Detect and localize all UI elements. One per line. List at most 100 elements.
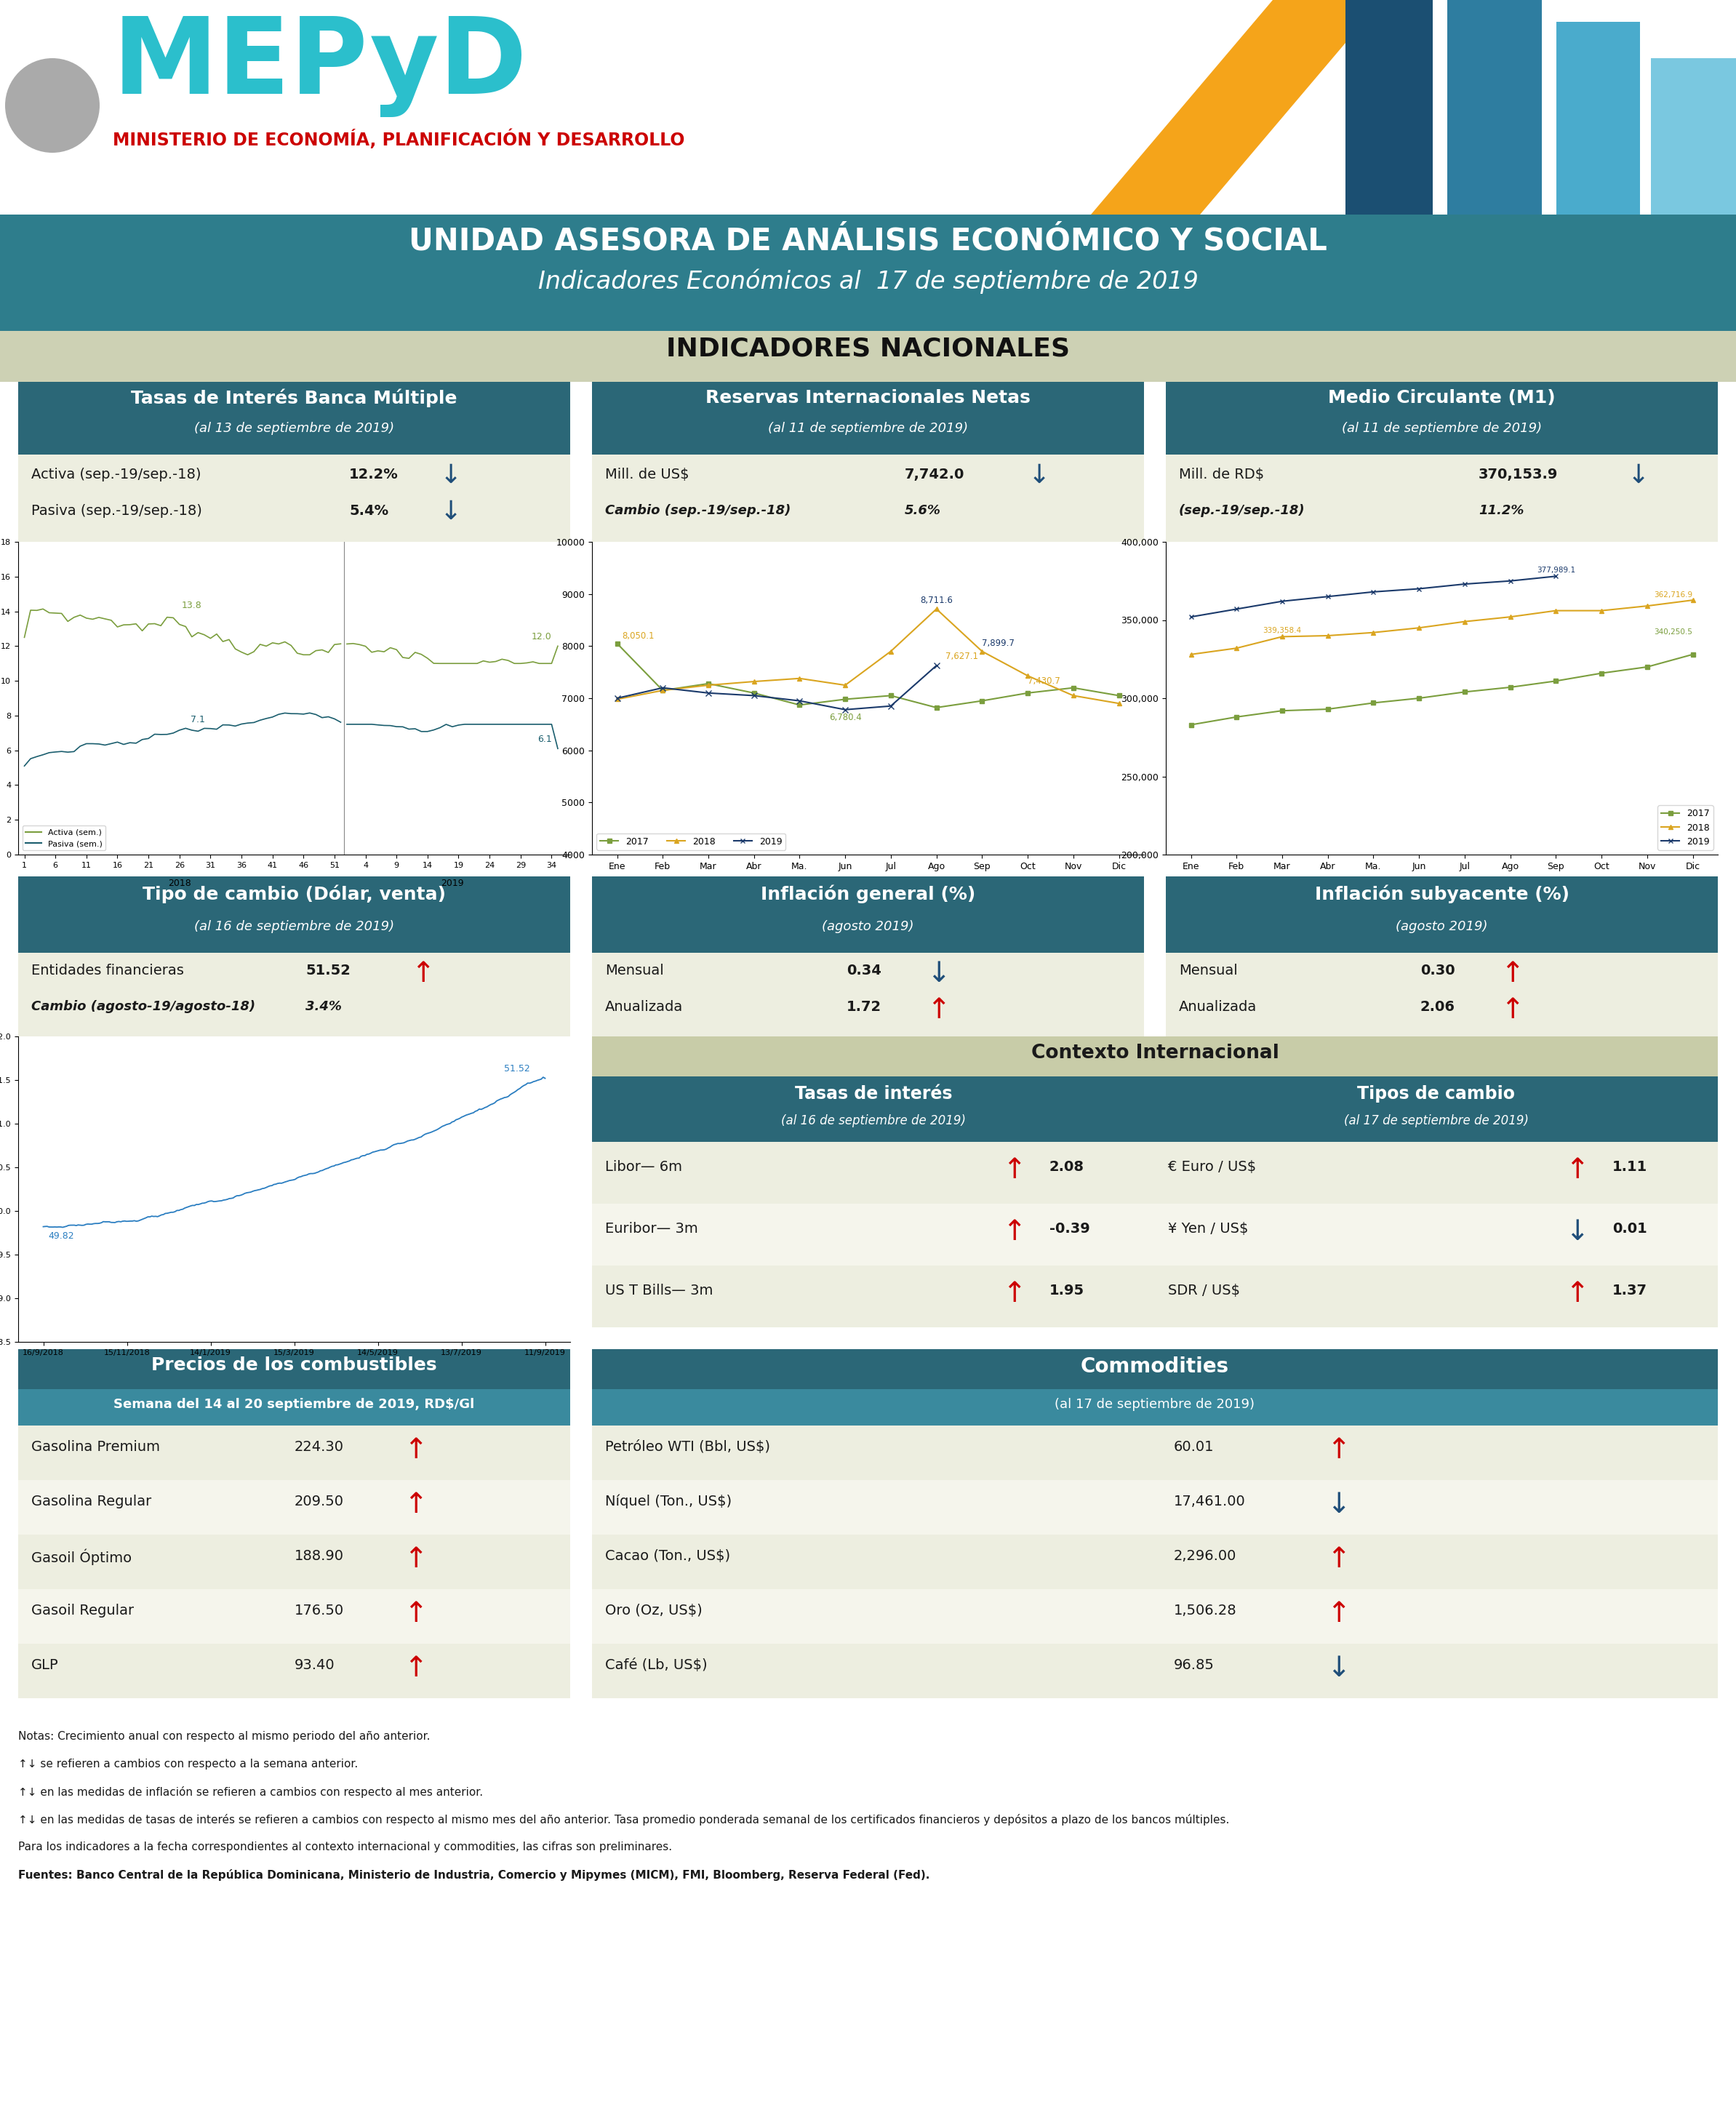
2017	[1637, 654, 1658, 679]
2017	[1318, 696, 1338, 722]
2017	[1226, 705, 1246, 730]
Bar	[1345, 0, 1432, 214]
2019	[1545, 563, 1566, 588]
Text: (al 13 de septiembre de 2019): (al 13 de septiembre de 2019)	[194, 422, 394, 435]
Text: 51.52: 51.52	[306, 964, 351, 977]
Text: Tasas de Interés Banca Múltiple: Tasas de Interés Banca Múltiple	[132, 389, 457, 408]
Text: ↑↓ en las medidas de inflación se refieren a cambios con respecto al mes anterio: ↑↓ en las medidas de inflación se refier…	[17, 1785, 483, 1798]
Text: INDICADORES NACIONALES: INDICADORES NACIONALES	[667, 338, 1069, 361]
Text: Tipo de cambio (Dólar, venta): Tipo de cambio (Dólar, venta)	[142, 885, 446, 904]
2018	[1226, 635, 1246, 660]
2018	[1637, 592, 1658, 618]
Text: US T Bills— 3m: US T Bills— 3m	[606, 1284, 713, 1297]
Text: 362,716.9: 362,716.9	[1654, 592, 1693, 599]
Text: 1.72: 1.72	[847, 1000, 882, 1015]
Text: 96.85: 96.85	[1174, 1658, 1215, 1673]
Text: ↓: ↓	[1326, 1490, 1351, 1518]
Text: 2,296.00: 2,296.00	[1174, 1550, 1236, 1563]
Text: 2.06: 2.06	[1420, 1000, 1455, 1015]
Bar	[17, 1425, 569, 1480]
Bar	[17, 1480, 569, 1535]
2019	[835, 696, 856, 722]
Text: Semana del 14 al 20 septiembre de 2019, RD$/Gl: Semana del 14 al 20 septiembre de 2019, …	[115, 1397, 474, 1412]
Bar	[1167, 454, 1719, 541]
2017	[1592, 660, 1613, 686]
Text: Inflación general (%): Inflación general (%)	[760, 885, 976, 904]
Text: 339,358.4: 339,358.4	[1262, 626, 1302, 635]
Text: ↑↓ en las medidas de tasas de interés se refieren a cambios con respecto al mism: ↑↓ en las medidas de tasas de interés se…	[17, 1813, 1229, 1826]
Text: Mensual: Mensual	[1179, 964, 1238, 977]
Text: 377,989.1: 377,989.1	[1536, 567, 1575, 573]
2019	[1408, 575, 1429, 601]
2017	[1455, 679, 1476, 705]
Text: 1.37: 1.37	[1613, 1284, 1647, 1297]
Bar	[17, 877, 569, 953]
Bar	[592, 1480, 1719, 1535]
Text: 6,780.4: 6,780.4	[828, 713, 861, 722]
2018	[1455, 609, 1476, 635]
Text: Euribor— 3m: Euribor— 3m	[606, 1223, 698, 1236]
Bar	[0, 0, 1736, 214]
Text: 8,711.6: 8,711.6	[920, 597, 953, 605]
Text: 49.82: 49.82	[49, 1231, 75, 1242]
2018	[972, 639, 993, 664]
2019	[1180, 605, 1201, 631]
Text: ↓: ↓	[1028, 463, 1050, 488]
Text: ↑: ↑	[1002, 1219, 1026, 1246]
Text: 209.50: 209.50	[295, 1495, 344, 1509]
Text: ↑: ↑	[1002, 1280, 1026, 1308]
Text: Libor— 6m: Libor— 6m	[606, 1159, 682, 1174]
Bar	[1167, 953, 1719, 1036]
2018	[880, 639, 901, 664]
Text: GLP: GLP	[31, 1658, 59, 1673]
Legend: 2017, 2018, 2019: 2017, 2018, 2019	[1658, 805, 1713, 849]
Text: (al 17 de septiembre de 2019): (al 17 de septiembre de 2019)	[1055, 1397, 1255, 1412]
Bar	[592, 382, 1144, 454]
Text: UNIDAD ASESORA DE ANÁLISIS ECONÓMICO Y SOCIAL: UNIDAD ASESORA DE ANÁLISIS ECONÓMICO Y S…	[408, 225, 1328, 257]
Bar	[17, 454, 569, 541]
Circle shape	[5, 57, 99, 153]
Bar	[592, 877, 1144, 953]
Text: Precios de los combustibles: Precios de los combustibles	[151, 1357, 437, 1374]
Text: 0.01: 0.01	[1613, 1223, 1647, 1236]
Text: 370,153.9: 370,153.9	[1479, 467, 1559, 482]
2018	[1017, 662, 1038, 688]
Bar	[1651, 57, 1736, 214]
Text: ↑: ↑	[927, 996, 950, 1023]
Bar	[592, 1076, 1154, 1142]
Text: ↓: ↓	[1628, 463, 1649, 488]
Bar	[1154, 1265, 1719, 1327]
2018	[1500, 605, 1521, 631]
2017	[606, 631, 627, 656]
Text: Indicadores Económicos al  17 de septiembre de 2019: Indicadores Económicos al 17 de septiemb…	[538, 270, 1198, 295]
2017	[835, 686, 856, 711]
2017	[925, 694, 946, 720]
Text: (al 16 de septiembre de 2019): (al 16 de septiembre de 2019)	[781, 1115, 965, 1127]
Text: 0.34: 0.34	[847, 964, 882, 977]
Line: 2018: 2018	[615, 607, 1121, 707]
Text: Anualizada: Anualizada	[606, 1000, 682, 1015]
2019	[925, 652, 946, 677]
Bar	[592, 1265, 1154, 1327]
Legend: Activa (sem.), Pasiva (sem.): Activa (sem.), Pasiva (sem.)	[23, 826, 106, 851]
2017	[972, 688, 993, 713]
Line: 2018: 2018	[1189, 599, 1694, 656]
Bar	[592, 1643, 1719, 1698]
2018	[698, 673, 719, 698]
Text: ↑: ↑	[1326, 1601, 1351, 1628]
Bar	[17, 1388, 569, 1425]
Text: Fuentes: Banco Central de la República Dominicana, Ministerio de Industria, Come: Fuentes: Banco Central de la República D…	[17, 1868, 930, 1881]
Text: ↑: ↑	[1002, 1157, 1026, 1185]
2018	[1363, 620, 1384, 645]
Text: 60.01: 60.01	[1174, 1439, 1213, 1454]
2017	[743, 679, 764, 705]
Bar	[592, 1204, 1154, 1265]
Text: ↑: ↑	[1566, 1157, 1588, 1185]
2017	[1272, 698, 1293, 724]
Text: MINISTERIO DE ECONOMÍA, PLANIFICACIÓN Y DESARROLLO: MINISTERIO DE ECONOMÍA, PLANIFICACIÓN Y …	[113, 130, 684, 149]
Text: ↑: ↑	[1500, 960, 1524, 987]
Text: ↑: ↑	[1500, 996, 1524, 1023]
2019	[606, 686, 627, 711]
Text: 5.6%: 5.6%	[904, 503, 941, 518]
2019	[1272, 588, 1293, 614]
